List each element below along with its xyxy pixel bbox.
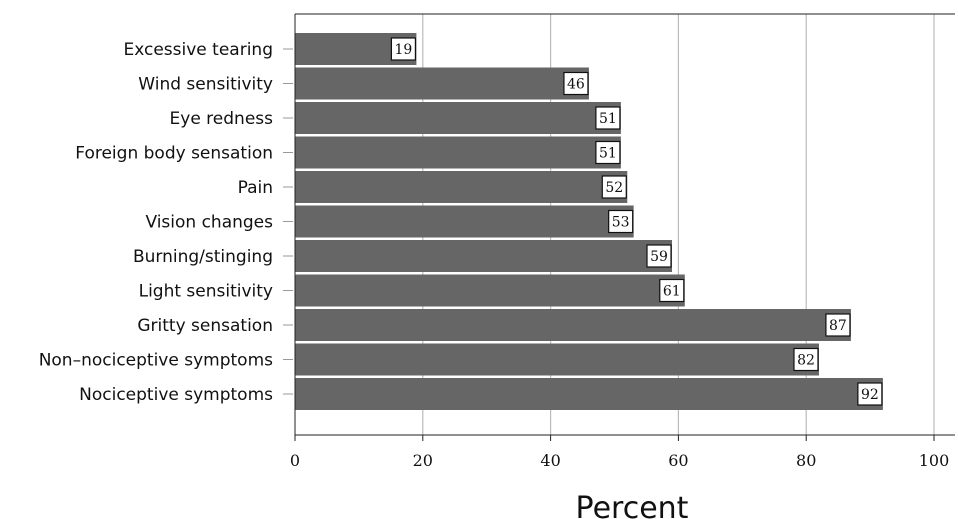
data-label-box bbox=[659, 278, 685, 303]
data-label-box bbox=[595, 106, 621, 130]
category-labels: Excessive tearing Wind sensitivity Eye red… bbox=[39, 40, 273, 405]
data-label-box bbox=[595, 140, 621, 165]
category-label: Excessive tearing bbox=[124, 40, 274, 60]
category-label: Vision changes bbox=[145, 213, 273, 233]
bar bbox=[295, 136, 621, 169]
data-label: 61 bbox=[663, 284, 681, 300]
data-label: 82 bbox=[797, 353, 815, 369]
bar bbox=[295, 67, 589, 100]
data-label-box bbox=[793, 347, 819, 372]
category-label: Gritty sensation bbox=[137, 316, 273, 336]
plot-frame bbox=[283, 13, 955, 436]
bar bbox=[295, 309, 851, 341]
x-tick-label: 100 bbox=[919, 451, 950, 470]
bar bbox=[295, 171, 628, 203]
category-label: Wind sensitivity bbox=[138, 75, 273, 95]
data-label-box bbox=[601, 175, 627, 199]
bar bbox=[295, 274, 685, 307]
bar bbox=[295, 205, 634, 238]
data-label: 51 bbox=[599, 146, 617, 162]
category-label: Foreign body sensation bbox=[75, 144, 273, 164]
data-label-box bbox=[646, 244, 672, 268]
data-label-box bbox=[857, 382, 883, 406]
data-label-box bbox=[825, 313, 851, 337]
data-label: 46 bbox=[567, 77, 585, 93]
bars bbox=[295, 33, 883, 410]
category-label: Light sensitivity bbox=[139, 282, 273, 302]
bar bbox=[295, 102, 621, 134]
data-label: 59 bbox=[650, 249, 668, 265]
data-label: 92 bbox=[861, 387, 879, 403]
x-tick-label: 0 bbox=[290, 451, 300, 470]
category-label: Burning/stinging bbox=[133, 247, 273, 267]
category-label: Nociceptive symptoms bbox=[79, 385, 273, 405]
x-axis-label: Percent bbox=[576, 491, 689, 519]
data-label: 53 bbox=[612, 215, 630, 231]
x-tick-label: 60 bbox=[668, 451, 688, 470]
data-label-box bbox=[608, 209, 634, 234]
data-label-box bbox=[390, 37, 417, 61]
data-label-box bbox=[563, 71, 589, 96]
x-tick-label: 40 bbox=[540, 451, 560, 470]
category-label: Non–nociceptive symptoms bbox=[39, 351, 273, 371]
x-tick-label: 80 bbox=[796, 451, 816, 470]
bar bbox=[295, 343, 819, 376]
data-label: 52 bbox=[605, 180, 623, 196]
data-label: 87 bbox=[829, 318, 847, 334]
data-labels: 19 46 51 51 52 53 59 61 87 82 92 bbox=[390, 37, 883, 406]
bar bbox=[295, 378, 883, 410]
category-label: Pain bbox=[238, 178, 273, 198]
bar bbox=[295, 240, 673, 272]
category-label: Eye redness bbox=[170, 109, 274, 129]
x-tick-labels: 0 20 40 60 80 100 bbox=[290, 435, 949, 470]
data-label: 19 bbox=[394, 42, 412, 58]
data-label: 51 bbox=[599, 111, 617, 127]
x-tick-label: 20 bbox=[413, 451, 433, 470]
